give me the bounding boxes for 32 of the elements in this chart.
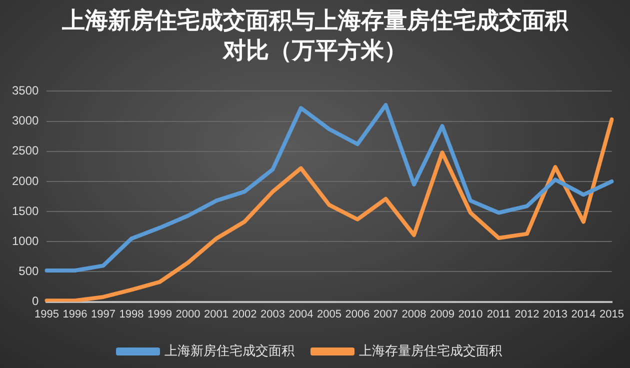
- y-tick-label: 0: [32, 294, 40, 308]
- y-tick-label: 3500: [12, 84, 40, 98]
- x-tick-label: 2004: [288, 308, 314, 320]
- x-tick-label: 2008: [402, 308, 426, 320]
- x-tick-label: 2001: [204, 308, 228, 320]
- y-tick-label: 500: [18, 264, 40, 278]
- x-tick-label: 1998: [119, 308, 144, 320]
- x-tick-label: 2010: [458, 308, 483, 320]
- y-tick-label: 2000: [12, 174, 40, 188]
- legend-label: 上海新房住宅成交面积: [164, 343, 294, 358]
- x-tick-label: 1997: [90, 308, 116, 320]
- x-tick-label: 1995: [34, 308, 59, 320]
- y-tick-label: 2500: [12, 144, 40, 158]
- x-tick-label: 2015: [600, 308, 624, 320]
- x-tick-label: 2007: [373, 308, 398, 320]
- x-tick-label: 2009: [430, 308, 454, 320]
- x-tick-label: 2003: [260, 308, 285, 320]
- x-tick-label: 2014: [571, 308, 596, 320]
- y-tick-label: 3000: [12, 114, 40, 128]
- y-tick-label: 1000: [12, 234, 40, 248]
- x-tick-label: 2000: [176, 308, 200, 320]
- y-tick-label: 1500: [12, 204, 40, 218]
- chart-title: 上海新房住宅成交面积与上海存量房住宅成交面积对比（万平方米）: [61, 7, 570, 66]
- x-tick-label: 2011: [486, 308, 511, 320]
- x-tick-label: 2006: [345, 308, 370, 320]
- legend-label: 上海存量房住宅成交面积: [359, 343, 502, 358]
- x-tick-label: 2005: [316, 308, 342, 320]
- x-tick-label: 2002: [232, 308, 257, 320]
- x-tick-label: 2012: [514, 308, 540, 320]
- x-tick-label: 2013: [543, 308, 568, 320]
- x-tick-label: 1996: [62, 308, 88, 320]
- x-tick-label: 1999: [147, 308, 172, 320]
